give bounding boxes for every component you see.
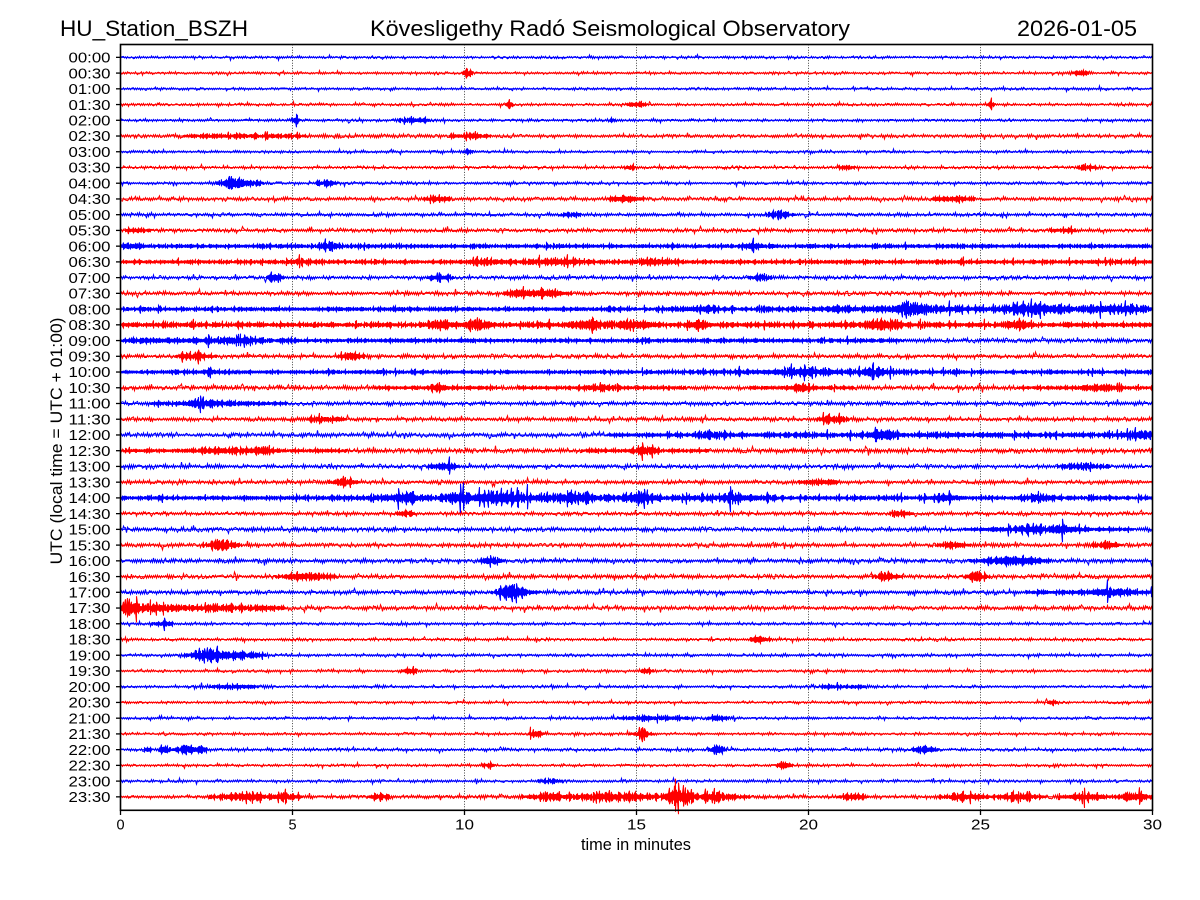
svg-text:11:30: 11:30 — [69, 412, 111, 428]
svg-text:25: 25 — [971, 818, 990, 834]
svg-text:07:30: 07:30 — [69, 287, 111, 303]
svg-text:05:30: 05:30 — [69, 224, 111, 240]
svg-text:14:00: 14:00 — [69, 491, 111, 507]
svg-text:10:00: 10:00 — [69, 365, 111, 381]
svg-text:20:00: 20:00 — [69, 680, 111, 696]
svg-text:22:30: 22:30 — [69, 759, 111, 775]
svg-text:03:30: 03:30 — [69, 161, 111, 177]
svg-text:18:00: 18:00 — [69, 617, 111, 633]
svg-text:07:00: 07:00 — [69, 271, 111, 287]
svg-text:19:30: 19:30 — [69, 664, 111, 680]
svg-text:11:00: 11:00 — [69, 397, 111, 413]
svg-text:22:00: 22:00 — [69, 743, 111, 759]
svg-text:21:30: 21:30 — [69, 727, 111, 743]
svg-text:06:00: 06:00 — [69, 239, 111, 255]
svg-text:01:00: 01:00 — [69, 82, 111, 98]
svg-text:06:30: 06:30 — [69, 255, 111, 271]
svg-text:23:00: 23:00 — [69, 774, 111, 790]
svg-text:30: 30 — [1143, 818, 1162, 834]
svg-text:21:00: 21:00 — [69, 711, 111, 727]
svg-text:02:00: 02:00 — [69, 114, 111, 130]
svg-text:13:30: 13:30 — [69, 475, 111, 491]
svg-text:13:00: 13:00 — [69, 460, 111, 476]
svg-text:UTC (local time = UTC + 01:00): UTC (local time = UTC + 01:00) — [48, 318, 66, 565]
svg-text:15: 15 — [627, 818, 646, 834]
svg-text:05:00: 05:00 — [69, 208, 111, 224]
svg-text:14:30: 14:30 — [69, 507, 111, 523]
svg-text:17:00: 17:00 — [69, 586, 111, 602]
svg-text:19:00: 19:00 — [69, 648, 111, 664]
svg-text:23:30: 23:30 — [69, 790, 111, 806]
svg-text:17:30: 17:30 — [69, 601, 111, 617]
svg-text:16:00: 16:00 — [69, 554, 111, 570]
svg-text:16:30: 16:30 — [69, 570, 111, 586]
svg-text:Kövesligethy Radó Seismologica: Kövesligethy Radó Seismological Observat… — [370, 16, 850, 41]
svg-text:04:30: 04:30 — [69, 192, 111, 208]
svg-text:09:30: 09:30 — [69, 350, 111, 366]
svg-text:08:30: 08:30 — [69, 318, 111, 334]
svg-text:HU_Station_BSZH: HU_Station_BSZH — [60, 16, 248, 41]
svg-text:04:00: 04:00 — [69, 176, 111, 192]
svg-text:2026-01-05: 2026-01-05 — [1017, 16, 1137, 41]
svg-text:00:30: 00:30 — [69, 66, 111, 82]
svg-text:time in minutes: time in minutes — [581, 836, 691, 854]
svg-text:01:30: 01:30 — [69, 98, 111, 114]
svg-text:03:00: 03:00 — [69, 145, 111, 161]
svg-text:02:30: 02:30 — [69, 129, 111, 145]
svg-text:18:30: 18:30 — [69, 633, 111, 649]
svg-text:00:00: 00:00 — [69, 51, 111, 67]
svg-text:5: 5 — [288, 818, 296, 834]
svg-text:10:30: 10:30 — [69, 381, 111, 397]
svg-text:12:00: 12:00 — [69, 428, 111, 444]
svg-text:08:00: 08:00 — [69, 302, 111, 318]
svg-text:10: 10 — [455, 818, 474, 834]
svg-text:20: 20 — [799, 818, 818, 834]
svg-text:20:30: 20:30 — [69, 696, 111, 712]
svg-text:09:00: 09:00 — [69, 334, 111, 350]
svg-text:0: 0 — [116, 818, 124, 834]
svg-text:15:30: 15:30 — [69, 538, 111, 554]
svg-text:12:30: 12:30 — [69, 444, 111, 460]
svg-text:15:00: 15:00 — [69, 523, 111, 539]
